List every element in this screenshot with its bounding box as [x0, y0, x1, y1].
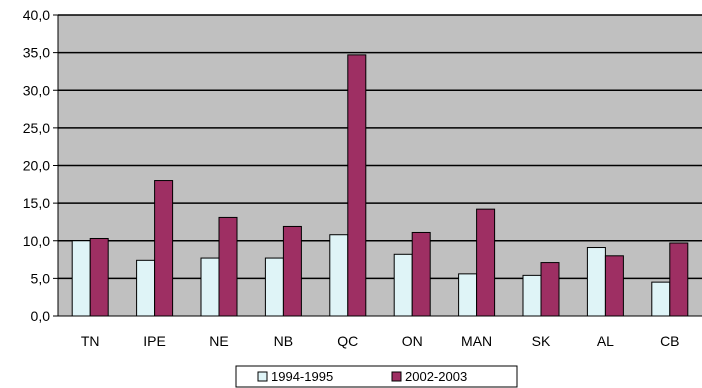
- bar-series2-sk: [540, 262, 560, 317]
- legend: 1994-1995 2002-2003: [235, 365, 518, 388]
- bar-series2-man: [476, 208, 496, 317]
- x-tick-label: CB: [660, 333, 679, 349]
- bar-series1-on: [393, 253, 413, 317]
- x-tick-label: IPE: [143, 333, 166, 349]
- x-tick-label: NE: [209, 333, 228, 349]
- x-axis-labels: TN IPE NE NB QC ON MAN SK AL CB: [81, 333, 680, 349]
- bar-series2-ipe: [154, 180, 174, 317]
- y-tick-label: 35,0: [23, 45, 50, 61]
- y-tick-label: 30,0: [23, 82, 50, 98]
- bar-series2-al: [604, 255, 624, 317]
- x-tick-label: MAN: [461, 333, 492, 349]
- bar-series2-qc: [347, 54, 367, 317]
- x-tick-label: SK: [532, 333, 551, 349]
- y-tick-label: 10,0: [23, 233, 50, 249]
- y-tick-label: 5,0: [31, 270, 51, 286]
- bar-series2-nb: [282, 225, 302, 317]
- bar-series1-nb: [264, 257, 284, 317]
- legend-box: [235, 365, 518, 388]
- bar-series2-tn: [89, 237, 109, 317]
- bar-series2-cb: [669, 242, 689, 317]
- bar-series1-tn: [71, 240, 91, 317]
- legend-swatch-1: [257, 371, 268, 382]
- legend-label-1: 1994-1995: [271, 369, 333, 384]
- x-tick-label: TN: [81, 333, 100, 349]
- legend-label-2: 2002-2003: [405, 369, 467, 384]
- y-tick-label: 25,0: [23, 120, 50, 136]
- bar-series2-ne: [218, 216, 238, 317]
- bar-series2-on: [411, 231, 431, 317]
- bar-series1-man: [458, 273, 478, 317]
- x-tick-label: AL: [597, 333, 614, 349]
- legend-swatch-2: [391, 371, 402, 382]
- bar-series1-qc: [329, 234, 349, 317]
- y-tick-label: 20,0: [23, 158, 50, 174]
- y-axis-ticks: 0,0 5,0 10,0 15,0 20,0 25,0 30,0 35,0 40,0: [23, 7, 58, 324]
- y-tick-label: 15,0: [23, 195, 50, 211]
- bar-series1-al: [586, 247, 606, 317]
- bar-series1-sk: [522, 274, 542, 317]
- x-tick-label: QC: [337, 333, 358, 349]
- y-tick-label: 40,0: [23, 7, 50, 23]
- bar-series1-ne: [200, 257, 220, 317]
- bar-series1-cb: [651, 281, 671, 317]
- bar-series1-ipe: [136, 259, 156, 317]
- y-tick-label: 0,0: [31, 308, 51, 324]
- x-tick-label: NB: [274, 333, 293, 349]
- x-tick-label: ON: [402, 333, 423, 349]
